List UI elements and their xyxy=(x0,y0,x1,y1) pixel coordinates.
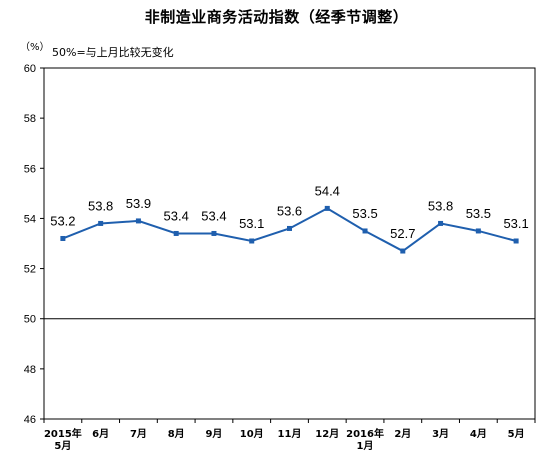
data-label: 53.2 xyxy=(50,213,75,228)
y-tick-label: 52 xyxy=(24,264,36,276)
x-tick-label: 7月 xyxy=(130,428,147,440)
data-point xyxy=(60,235,66,241)
data-label: 53.5 xyxy=(466,206,491,221)
data-label: 53.9 xyxy=(126,196,151,211)
data-point xyxy=(400,248,406,254)
x-tick-label: 11月 xyxy=(278,428,302,440)
x-tick-label: 12月 xyxy=(315,428,339,440)
data-label: 53.4 xyxy=(164,208,189,223)
data-label: 53.8 xyxy=(428,198,453,213)
data-point xyxy=(287,225,292,231)
y-tick-label: 58 xyxy=(24,113,36,125)
x-tick-label: 2月 xyxy=(394,428,411,440)
x-tick-label: 1月 xyxy=(357,440,374,452)
data-point xyxy=(362,228,368,234)
data-point xyxy=(324,205,330,211)
plot-frame xyxy=(43,67,536,420)
y-tick-label: 54 xyxy=(24,213,36,225)
x-tick-label: 4月 xyxy=(470,428,487,440)
y-tick-label: 50 xyxy=(24,314,36,326)
data-point xyxy=(249,238,255,244)
x-tick-label: 2016年 xyxy=(346,427,384,440)
data-label: 53.1 xyxy=(239,216,264,231)
data-point xyxy=(513,238,519,244)
data-label: 53.8 xyxy=(88,198,113,213)
x-tick-label: 9月 xyxy=(205,428,222,440)
x-tick-label: 6月 xyxy=(92,428,109,440)
y-axis-unit: （%） xyxy=(20,42,50,53)
data-point xyxy=(173,230,179,236)
y-tick-label: 48 xyxy=(24,364,36,376)
data-label: 53.6 xyxy=(277,203,302,218)
data-point xyxy=(211,230,217,236)
data-point xyxy=(135,218,141,224)
y-tick-label: 46 xyxy=(24,414,36,426)
data-label: 53.5 xyxy=(352,206,377,221)
y-tick-label: 56 xyxy=(24,163,36,175)
x-tick-label: 5月 xyxy=(508,428,525,440)
y-tick-label: 60 xyxy=(24,63,36,75)
data-point xyxy=(475,228,481,234)
chart-title: 非制造业商务活动指数（经季节调整） xyxy=(144,8,409,26)
data-point xyxy=(438,220,444,226)
data-label: 53.4 xyxy=(201,208,226,223)
x-tick-label: 10月 xyxy=(240,428,264,440)
x-tick-label: 5月 xyxy=(54,440,71,452)
data-label: 54.4 xyxy=(315,183,340,198)
data-label: 52.7 xyxy=(390,226,415,241)
x-tick-label: 2015年 xyxy=(44,427,82,440)
chart-note: 50%=与上月比较无变化 xyxy=(52,46,174,59)
data-label: 53.1 xyxy=(503,216,528,231)
x-tick-label: 3月 xyxy=(432,428,449,440)
data-point xyxy=(98,220,104,226)
x-tick-label: 8月 xyxy=(168,428,185,440)
